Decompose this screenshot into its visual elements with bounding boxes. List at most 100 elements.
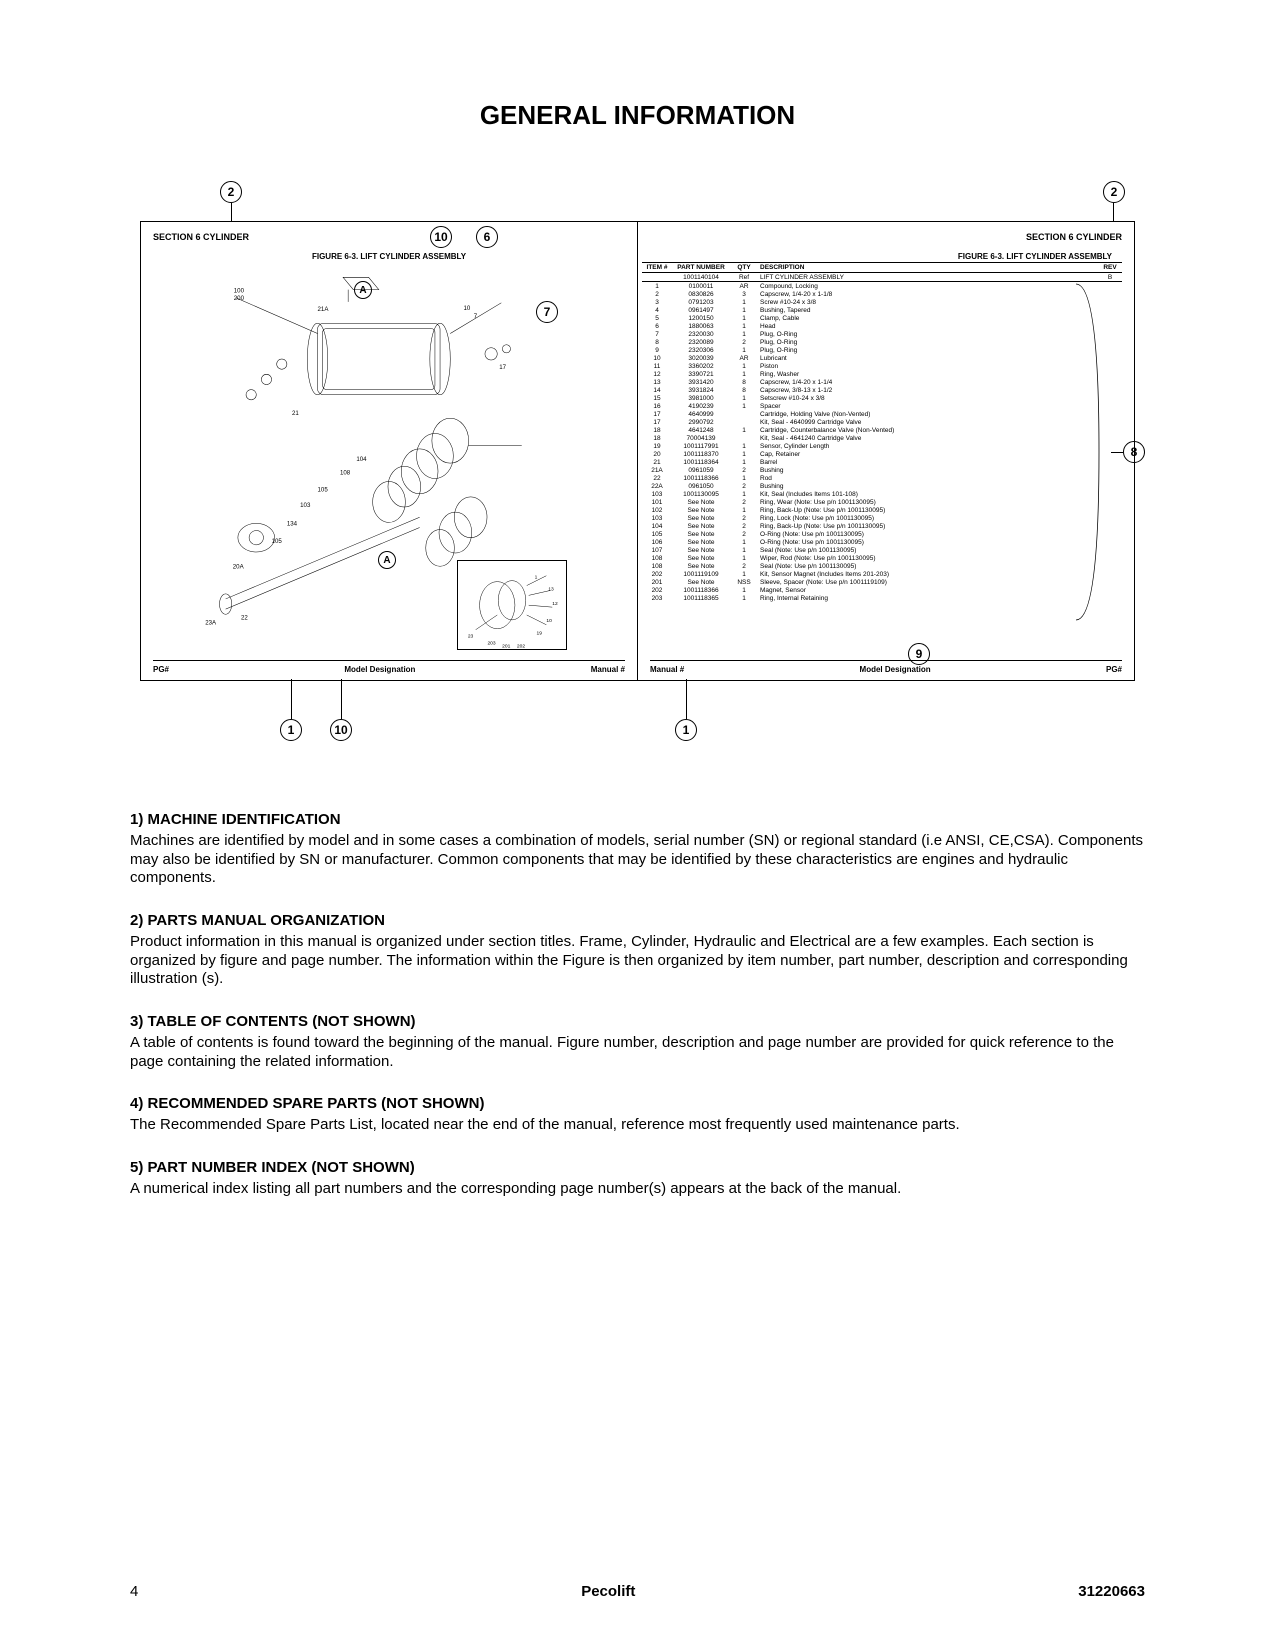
table-cell: 9 <box>642 346 672 354</box>
table-cell: 13 <box>642 378 672 386</box>
table-cell: 103 <box>642 514 672 522</box>
table-cell: 1001119109 <box>672 570 730 578</box>
table-cell: 105 <box>642 530 672 538</box>
table-cell: Head <box>758 322 1098 330</box>
table-cell: See Note <box>672 562 730 570</box>
table-cell: 0830826 <box>672 290 730 298</box>
table-cell: 108 <box>642 554 672 562</box>
table-cell: Capscrew, 3/8-13 x 1-1/2 <box>758 386 1098 394</box>
table-cell: Clamp, Cable <box>758 314 1098 322</box>
table-cell: 11 <box>642 362 672 370</box>
table-row: 103See Note2Ring, Lock (Note: Use p/n 10… <box>642 514 1122 522</box>
table-row: 174640999Cartridge, Holding Valve (Non-V… <box>642 410 1122 418</box>
table-cell: 2320306 <box>672 346 730 354</box>
table-row: 106See Note1O-Ring (Note: Use p/n 100113… <box>642 538 1122 546</box>
svg-text:21: 21 <box>292 410 299 417</box>
table-cell: 15 <box>642 394 672 402</box>
section-heading: 2) PARTS MANUAL ORGANIZATION <box>130 912 1145 931</box>
table-cell: 1 <box>730 490 758 498</box>
table-header-row: ITEM # PART NUMBER QTY DESCRIPTION REV <box>642 263 1122 273</box>
table-cell: Bushing <box>758 466 1098 474</box>
svg-text:20A: 20A <box>233 563 245 570</box>
section-heading: 3) TABLE OF CONTENTS (NOT SHOWN) <box>130 1013 1145 1032</box>
table-cell: 106 <box>642 538 672 546</box>
table-cell: 12 <box>642 370 672 378</box>
table-cell: Wiper, Rod (Note: Use p/n 1001130095) <box>758 554 1098 562</box>
table-cell: 1 <box>730 314 758 322</box>
table-cell: 7 <box>642 330 672 338</box>
svg-text:21A: 21A <box>318 306 330 313</box>
table-row: 208308263Capscrew, 1/4-20 x 1-1/8 <box>642 290 1122 298</box>
table-cell: 1 <box>730 298 758 306</box>
table-cell: 4190239 <box>672 402 730 410</box>
left-figure-title: FIGURE 6-3. LIFT CYLINDER ASSEMBLY <box>153 252 625 261</box>
table-row: 201See NoteNSSSleeve, Spacer (Note: Use … <box>642 578 1122 586</box>
callout-2-right: 2 <box>1103 181 1125 203</box>
svg-text:134: 134 <box>287 520 298 527</box>
table-row: 103020039ARLubricant <box>642 354 1122 362</box>
table-cell: 203 <box>642 594 672 602</box>
footer-doc-number: 31220663 <box>1078 1583 1145 1600</box>
table-cell: 2 <box>730 482 758 490</box>
table-row: 1641902391Spacer <box>642 402 1122 410</box>
table-cell: 202 <box>642 570 672 578</box>
table-cell: Bushing <box>758 482 1098 490</box>
section-body: Machines are identified by model and in … <box>130 832 1145 888</box>
right-footer-model: Model Designation <box>860 665 931 674</box>
table-cell: 3020039 <box>672 354 730 362</box>
table-cell: Bushing, Tapered <box>758 306 1098 314</box>
table-row: 823200892Plug, O-Ring <box>642 338 1122 346</box>
svg-text:12: 12 <box>552 601 558 607</box>
table-cell: Setscrew #10-24 x 3/8 <box>758 394 1098 402</box>
table-cell: 2 <box>730 530 758 538</box>
figure-area: 2 2 10 6 7 A A 8 9 1 10 1 SECTION 6 CYLI… <box>130 181 1145 741</box>
table-cell: 1 <box>730 546 758 554</box>
table-cell: 4641248 <box>672 426 730 434</box>
table-cell: 6 <box>642 322 672 330</box>
svg-text:200: 200 <box>234 295 245 302</box>
table-row: 108See Note1Wiper, Rod (Note: Use p/n 10… <box>642 554 1122 562</box>
table-row: 101See Note2Ring, Wear (Note: Use p/n 10… <box>642 498 1122 506</box>
table-cell: 1 <box>730 586 758 594</box>
left-section-label: SECTION 6 CYLINDER <box>153 232 249 242</box>
table-cell: Cartridge, Counterbalance Valve (Non-Ven… <box>758 426 1098 434</box>
svg-text:23: 23 <box>468 634 474 640</box>
table-row: 307912031Screw #10-24 x 3/8 <box>642 298 1122 306</box>
table-cell: Barrel <box>758 458 1098 466</box>
table-cell: Compound, Locking <box>758 282 1098 291</box>
svg-text:100: 100 <box>234 288 245 295</box>
table-cell: 201 <box>642 578 672 586</box>
table-cell: 1 <box>730 474 758 482</box>
table-row: 512001501Clamp, Cable <box>642 314 1122 322</box>
table-row: 1133602021Piston <box>642 362 1122 370</box>
right-footer-manual: Manual # <box>650 665 684 674</box>
table-cell: 1001130095 <box>672 490 730 498</box>
table-cell: Ring, Washer <box>758 370 1098 378</box>
table-cell: 3931824 <box>672 386 730 394</box>
svg-text:105: 105 <box>272 538 283 545</box>
table-cell: 1 <box>730 538 758 546</box>
page-footer: 4 Pecolift 31220663 <box>130 1583 1145 1600</box>
table-cell: 20 <box>642 450 672 458</box>
table-row: 1233907211Ring, Washer <box>642 370 1122 378</box>
table-cell: 1001140104 <box>672 273 730 282</box>
table-cell: See Note <box>672 578 730 586</box>
left-panel: SECTION 6 CYLINDER FIGURE 6-3. LIFT CYLI… <box>141 222 637 680</box>
section-body: A table of contents is found toward the … <box>130 1034 1145 1072</box>
table-cell: 108 <box>642 562 672 570</box>
table-cell: 2 <box>730 338 758 346</box>
table-cell: Magnet, Sensor <box>758 586 1098 594</box>
table-cell: 1 <box>730 362 758 370</box>
table-cell: Capscrew, 1/4-20 x 1-1/4 <box>758 378 1098 386</box>
table-cell: 22 <box>642 474 672 482</box>
left-footer-model: Model Designation <box>344 665 415 674</box>
section-body: A numerical index listing all part numbe… <box>130 1180 1145 1199</box>
table-cell: Rod <box>758 474 1098 482</box>
table-cell: B <box>1098 273 1122 282</box>
svg-text:1: 1 <box>535 575 538 581</box>
table-cell: Ring, Back-Up (Note: Use p/n 1001130095) <box>758 506 1098 514</box>
table-cell: Ref <box>730 273 758 282</box>
table-cell: AR <box>730 282 758 291</box>
table-cell: 1001118365 <box>672 594 730 602</box>
table-cell: Piston <box>758 362 1098 370</box>
